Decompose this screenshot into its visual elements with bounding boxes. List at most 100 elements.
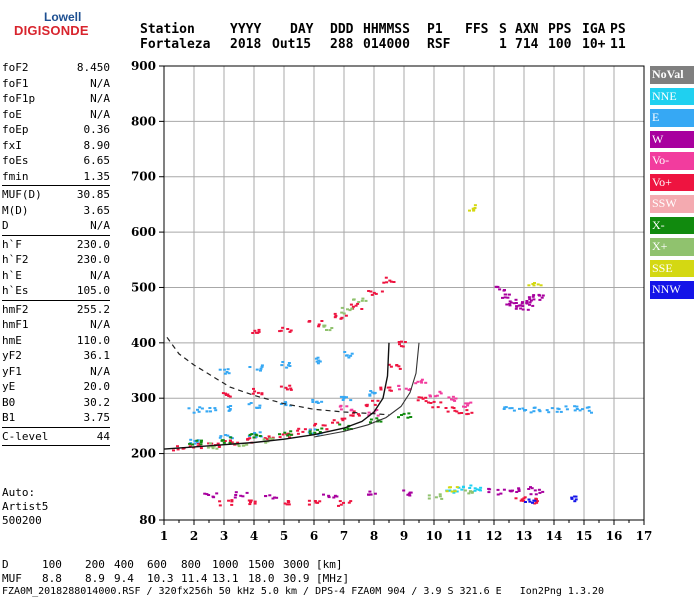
data-point [176, 448, 180, 451]
data-point [254, 331, 258, 334]
data-point [339, 395, 343, 398]
data-point [451, 398, 455, 401]
data-point [400, 414, 403, 416]
data-point [285, 388, 289, 391]
data-point [487, 487, 491, 490]
data-point [258, 435, 262, 437]
legend-item-nnw: NNW [650, 281, 694, 299]
param-name: h`F2 [2, 253, 29, 266]
d-value: 1500 [248, 558, 275, 571]
data-point [316, 356, 320, 359]
y-tick-label: 300 [131, 391, 156, 405]
data-point [417, 396, 421, 399]
data-point [499, 492, 503, 495]
data-point [508, 302, 512, 305]
data-point [249, 501, 252, 504]
data-point [284, 386, 288, 389]
param-name: hmF2 [2, 302, 29, 316]
data-point [357, 301, 361, 303]
data-point [288, 436, 292, 439]
param-name: hmF1 [2, 318, 29, 331]
data-point [268, 437, 272, 440]
data-point [479, 486, 483, 489]
data-point [521, 301, 524, 304]
data-point [229, 405, 233, 407]
profile-x-trace-line [313, 342, 420, 438]
data-point [223, 372, 227, 375]
data-point [227, 406, 230, 408]
data-point [230, 499, 234, 502]
data-point [401, 345, 405, 348]
data-point [352, 298, 356, 301]
data-point [380, 290, 384, 293]
data-point [435, 394, 439, 397]
data-point [473, 207, 477, 209]
param-name: D [2, 219, 9, 232]
data-point [288, 384, 292, 387]
muf-value: [MHz] [316, 571, 350, 585]
data-point [528, 303, 531, 306]
data-point [527, 498, 531, 501]
data-point [587, 409, 591, 412]
data-point [436, 406, 440, 409]
data-point [343, 428, 346, 431]
data-point [449, 486, 452, 489]
data-point [408, 388, 412, 391]
data-point [455, 486, 459, 489]
data-point [508, 300, 512, 303]
data-point [533, 502, 537, 505]
param-value: 255.2 [76, 302, 110, 316]
data-point [349, 399, 353, 402]
data-point [520, 498, 524, 501]
param-row: D N/A [2, 218, 110, 234]
data-point [237, 445, 241, 448]
data-point [340, 311, 344, 314]
data-point [308, 432, 312, 435]
data-point [303, 428, 307, 431]
param-row: foEp 0.36 [2, 122, 110, 138]
data-point [404, 387, 408, 390]
data-point [496, 488, 500, 491]
param-value: N/A [90, 364, 110, 378]
data-point [575, 405, 579, 408]
data-point [197, 410, 201, 413]
data-point [509, 301, 513, 304]
data-point [514, 298, 518, 301]
header-value-11: 11 [610, 37, 626, 52]
header-label-4: HHMMSS [363, 22, 410, 37]
data-point [360, 299, 364, 302]
data-point [321, 424, 325, 427]
ionospheric-parameters-panel: foF2 8.450 foF1 N/A foF1p N/A foE N/A foEp 0.36 fx… [2, 60, 110, 447]
param-name: M(D) [2, 203, 29, 217]
data-point [388, 279, 392, 282]
data-point [286, 328, 290, 330]
data-point [398, 343, 401, 346]
data-point [468, 209, 471, 212]
data-point [313, 500, 317, 502]
data-point [249, 402, 253, 404]
data-point [416, 380, 420, 383]
data-point [327, 494, 331, 497]
data-point [392, 281, 396, 283]
data-point [278, 330, 282, 333]
param-value: 1.35 [83, 169, 111, 183]
data-point [281, 433, 285, 436]
data-point [325, 428, 329, 431]
data-point [510, 407, 514, 410]
param-name: B1 [2, 411, 16, 424]
data-point [311, 401, 315, 403]
data-point [403, 341, 407, 343]
data-point [473, 204, 477, 207]
param-row: M(D) 3.65 [2, 203, 110, 219]
data-point [524, 501, 527, 503]
data-point [407, 412, 411, 415]
data-point [585, 406, 589, 409]
data-point [227, 499, 231, 502]
data-point [532, 410, 536, 413]
data-point [528, 301, 532, 304]
data-point [427, 494, 431, 497]
data-point [487, 491, 491, 494]
header-value-3: 288 [330, 37, 354, 52]
data-point [424, 381, 428, 384]
data-point [310, 432, 314, 435]
